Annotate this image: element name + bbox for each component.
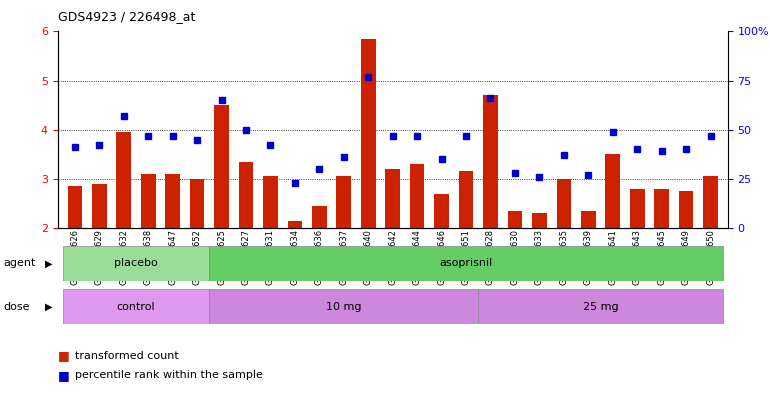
- Bar: [116, 132, 131, 228]
- Bar: [263, 176, 278, 228]
- Bar: [239, 162, 253, 228]
- Text: GDS4923 / 226498_at: GDS4923 / 226498_at: [58, 10, 195, 23]
- Bar: [385, 169, 400, 228]
- Bar: [581, 211, 596, 228]
- Bar: [361, 39, 376, 228]
- Bar: [312, 206, 326, 228]
- Text: agent: agent: [4, 258, 36, 268]
- Bar: [62, 246, 209, 281]
- Bar: [209, 289, 478, 324]
- Bar: [654, 189, 669, 228]
- Text: dose: dose: [4, 301, 30, 312]
- Bar: [336, 176, 351, 228]
- Bar: [434, 193, 449, 228]
- Bar: [209, 246, 723, 281]
- Bar: [92, 184, 107, 228]
- Bar: [287, 220, 303, 228]
- Bar: [189, 179, 205, 228]
- Bar: [605, 154, 620, 228]
- Text: ▶: ▶: [45, 258, 52, 268]
- Bar: [478, 289, 723, 324]
- Text: ▶: ▶: [45, 301, 52, 312]
- Bar: [62, 289, 209, 324]
- Text: ■: ■: [58, 369, 69, 382]
- Bar: [630, 189, 644, 228]
- Bar: [532, 213, 547, 228]
- Bar: [483, 95, 498, 228]
- Bar: [507, 211, 522, 228]
- Bar: [459, 171, 474, 228]
- Text: control: control: [117, 301, 156, 312]
- Bar: [410, 164, 424, 228]
- Text: 10 mg: 10 mg: [326, 301, 362, 312]
- Bar: [703, 176, 718, 228]
- Text: placebo: placebo: [114, 258, 158, 268]
- Bar: [68, 186, 82, 228]
- Bar: [557, 179, 571, 228]
- Bar: [141, 174, 156, 228]
- Text: transformed count: transformed count: [75, 351, 179, 361]
- Bar: [214, 105, 229, 228]
- Text: 25 mg: 25 mg: [583, 301, 618, 312]
- Text: percentile rank within the sample: percentile rank within the sample: [75, 370, 263, 380]
- Text: ■: ■: [58, 349, 69, 362]
- Bar: [166, 174, 180, 228]
- Bar: [678, 191, 694, 228]
- Text: asoprisnil: asoprisnil: [440, 258, 493, 268]
